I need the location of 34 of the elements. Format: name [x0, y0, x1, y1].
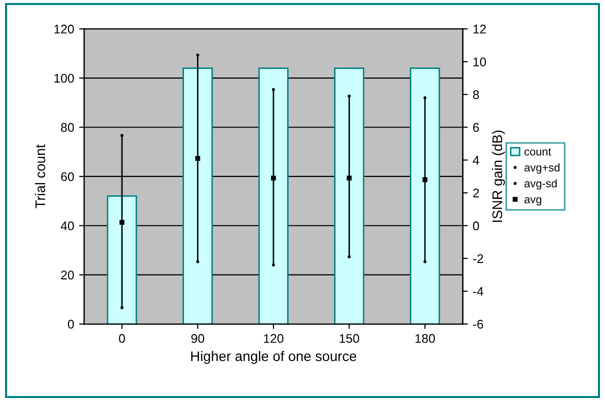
y2-tick-label: 6	[473, 123, 479, 132]
point	[422, 177, 428, 182]
y2-axis-title: ISNR gain (dB)	[492, 130, 505, 222]
y-axis-title: Trial count	[35, 144, 46, 208]
point	[195, 156, 200, 161]
y2-tick-label: -2	[473, 254, 484, 263]
legend-label: count	[524, 148, 552, 156]
legend-label: avg+sd	[524, 163, 560, 174]
x-tick-label: 0	[118, 334, 125, 343]
legend-label: avg-sd	[524, 179, 557, 190]
y2-tick-label: -6	[473, 320, 484, 329]
y-tick-label: 40	[60, 221, 74, 230]
point	[346, 176, 352, 181]
y-tick-label: 80	[61, 123, 74, 132]
point	[271, 176, 276, 181]
x-tick-label: 150	[340, 334, 360, 343]
y-tick-label: 60	[61, 172, 74, 182]
point	[120, 220, 124, 225]
y2-tick-label: 12	[474, 24, 486, 34]
y2-tick-label: 2	[473, 188, 479, 198]
legend-label: avg	[524, 197, 542, 206]
y-tick-label: 0	[68, 320, 74, 329]
y2-tick-label: 0	[473, 221, 480, 230]
x-axis-title: Higher angle of one source	[191, 350, 356, 364]
x-tick-label: 120	[264, 334, 284, 343]
y-tick-label: 120	[54, 24, 74, 34]
x-tick-label: 90	[191, 334, 204, 343]
y2-tick-label: -4	[473, 287, 484, 296]
x-tick-label: 180	[415, 334, 435, 343]
y2-tick-label: 10	[474, 57, 486, 66]
y2-tick-label: 4	[472, 156, 480, 165]
y-tick-label: 20	[61, 270, 74, 280]
y-tick-label: 100	[54, 74, 74, 83]
y2-tick-label: 8	[473, 90, 479, 100]
